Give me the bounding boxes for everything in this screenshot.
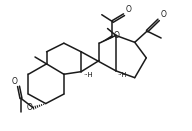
Text: O: O <box>114 31 120 40</box>
Text: O: O <box>126 5 131 14</box>
Text: O: O <box>161 10 166 19</box>
Text: ··H: ··H <box>118 72 127 78</box>
Polygon shape <box>99 35 113 43</box>
Text: ··H: ··H <box>83 72 93 78</box>
Text: O: O <box>11 77 17 86</box>
Text: O: O <box>26 103 32 112</box>
